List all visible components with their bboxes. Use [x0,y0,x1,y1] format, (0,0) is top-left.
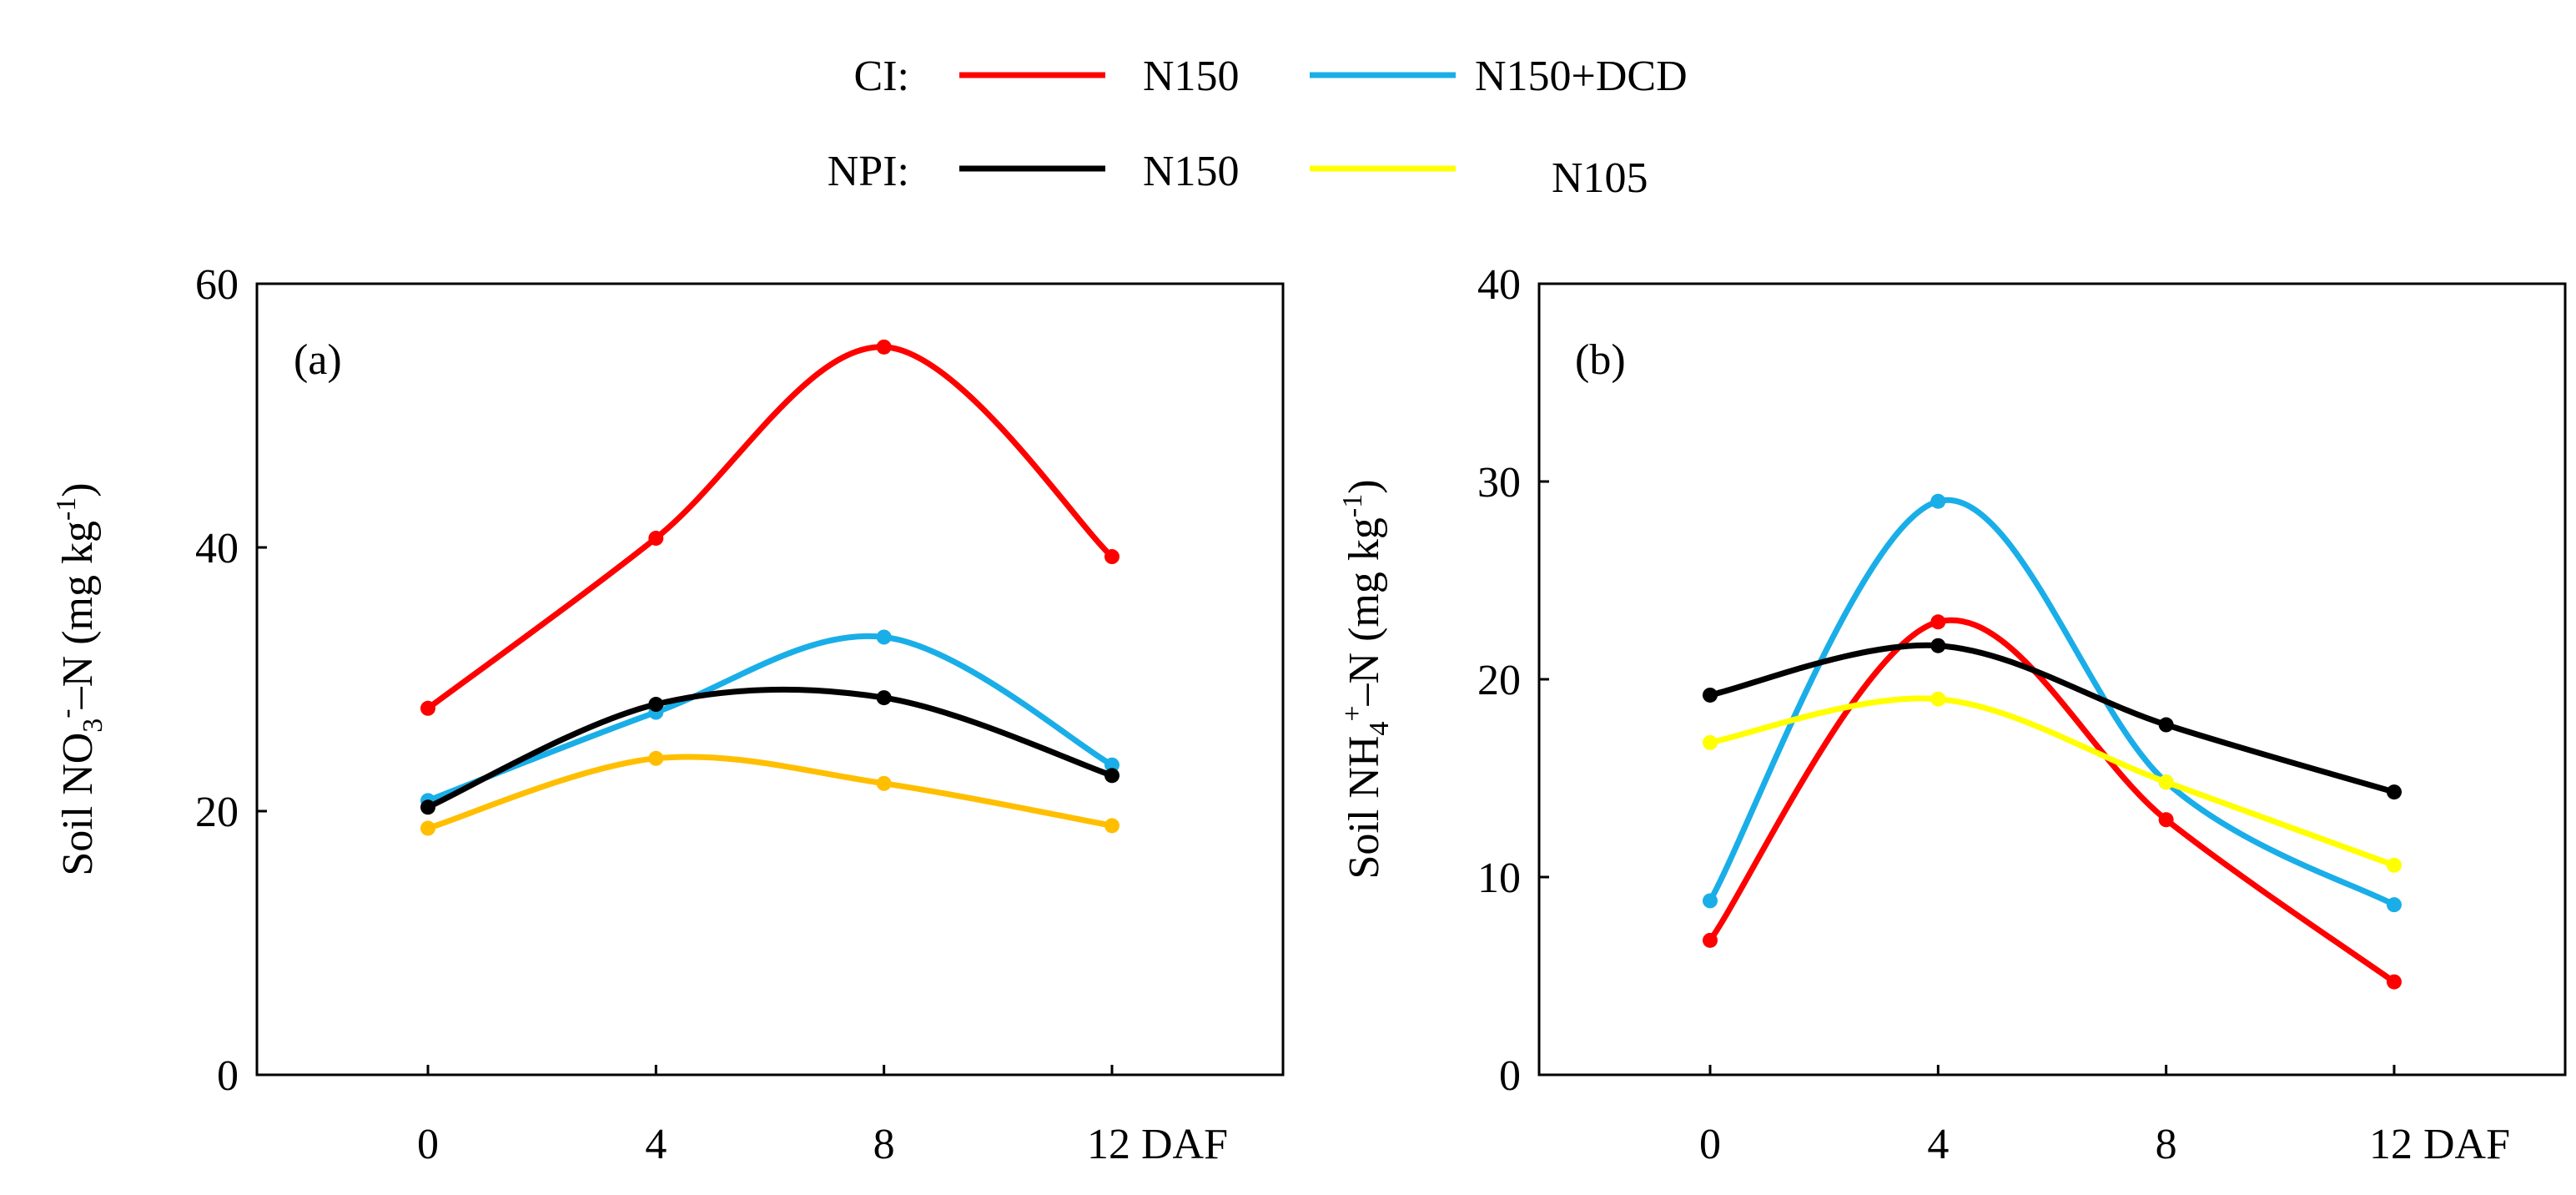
data-point-a-ci-n150-dcd-8 [876,629,892,645]
y-axis-title-b-unit-exponent: -1 [1337,494,1368,517]
data-point-b-ci-n150-12 [2387,974,2402,990]
data-point-a-npi-n105-4 [648,750,664,766]
data-point-b-ci-n150-dcd-12 [2387,897,2402,913]
y-axis-title-a-unit-exponent: -1 [51,497,82,521]
data-point-b-npi-n105-4 [1930,691,1946,707]
data-point-b-npi-n105-12 [2387,857,2402,873]
chart-panel-a: (a) 0 20 40 60 0 4 8 12 DAF Soil NO3-–N (mg kg… [51,261,1285,1168]
data-point-a-npi-n150-8 [876,690,892,706]
data-point-b-ci-n150-0 [1703,932,1718,948]
data-point-a-ci-n150-dcd-12 [1104,757,1119,773]
legend-row-npi-label: NPI: [828,148,909,195]
data-point-a-npi-n150-4 [648,697,664,713]
x-tick-label-a-12: 12 DAF [1087,1121,1228,1168]
panel-label-a: (a) [294,336,342,384]
legend-row-ci-label: CI: [854,53,909,100]
x-tick-label-b-8: 8 [2156,1121,2177,1168]
data-point-a-ci-n150-12 [1104,549,1119,565]
series-line-a-npi-n150 [425,686,1115,810]
y-tick-label-a-40: 40 [195,525,239,572]
y-axis-title-b-part-1: Soil NH [1341,736,1388,880]
data-point-b-ci-n150-dcd-0 [1703,893,1718,909]
y-ticks-a: 0 20 40 60 [195,261,267,1100]
series-line-b-npi-n105 [1707,695,2397,869]
x-tick-label-a-4: 4 [645,1121,667,1168]
x-ticks-a: 0 4 8 12 DAF [417,1065,1228,1168]
data-point-b-npi-n150-12 [2387,784,2402,800]
y-axis-title-a-part-1: Soil NO [54,733,102,876]
legend-label-npi-n105: N105 [1552,154,1648,202]
series-line-a-ci-n150-dcd [425,633,1115,804]
data-point-a-npi-n105-0 [420,820,435,836]
x-tick-label-b-4: 4 [1927,1121,1949,1168]
y-axis-title-a-part-2: –N (mg kg [54,521,102,709]
data-point-b-ci-n150-4 [1930,614,1946,630]
data-point-b-ci-n150-8 [2158,812,2174,828]
legend-label-npi-n150: N150 [1143,148,1240,195]
y-axis-title-b: Soil NH4+–N (mg kg-1) [1337,479,1395,879]
data-point-a-ci-n150-8 [876,339,892,355]
x-tick-label-a-0: 0 [417,1121,439,1168]
series-line-a-npi-n105 [425,754,1115,831]
panel-label-b: (b) [1575,336,1626,384]
legend-label-ci-n150: N150 [1143,53,1240,100]
data-point-b-ci-n150-dcd-4 [1930,493,1946,509]
data-point-a-ci-n150-0 [420,700,435,716]
y-tick-label-a-0: 0 [217,1052,239,1100]
x-ticks-b: 0 4 8 12 DAF [1699,1065,2510,1168]
y-tick-label-b-10: 10 [1477,855,1521,902]
series-group-b [1703,493,2402,990]
data-point-a-ci-n150-4 [648,530,664,546]
data-point-b-npi-n105-8 [2158,774,2174,790]
y-axis-title-a: Soil NO3-–N (mg kg-1) [51,482,108,875]
y-tick-label-b-20: 20 [1477,657,1521,704]
series-line-b-ci-n150-dcd [1707,497,2397,908]
y-axis-title-b-part-2: –N (mg kg [1341,517,1388,706]
series-line-a-ci-n150 [425,344,1115,712]
x-tick-label-a-8: 8 [873,1121,895,1168]
data-point-a-npi-n105-8 [876,775,892,791]
y-axis-title-a-subscript: 3 [78,719,108,733]
y-ticks-b: 0 10 20 30 40 [1477,261,1549,1100]
data-point-b-npi-n150-4 [1930,638,1946,653]
y-tick-label-b-0: 0 [1499,1052,1521,1100]
y-axis-title-b-part-3: ) [1341,479,1388,493]
data-point-a-npi-n150-12 [1104,768,1119,784]
data-point-b-npi-n150-8 [2158,717,2174,733]
series-group-a [420,339,1119,836]
y-tick-label-b-30: 30 [1477,459,1521,507]
y-tick-label-a-20: 20 [195,789,239,836]
data-point-a-npi-n105-12 [1104,818,1119,834]
plot-frame-a [255,282,1285,1077]
y-axis-title-b-superscript: + [1337,705,1368,721]
legend-label-ci-n150-dcd: N150+DCD [1475,53,1688,100]
legend: CI: N150 N150+DCD NPI: N150 N105 [828,53,1688,202]
data-point-b-npi-n105-0 [1703,734,1718,750]
data-point-b-npi-n150-0 [1703,687,1718,703]
y-axis-title-a-superscript: - [51,708,82,718]
y-axis-title-a-part-3: ) [54,482,102,497]
series-line-b-npi-n150 [1707,642,2397,795]
y-axis-title-b-subscript: 4 [1364,722,1395,736]
y-tick-label-a-60: 60 [195,261,239,309]
x-tick-label-b-0: 0 [1699,1121,1721,1168]
x-tick-label-b-12: 12 DAF [2369,1121,2510,1168]
y-tick-label-b-40: 40 [1477,261,1521,309]
data-point-a-npi-n150-0 [420,799,435,815]
